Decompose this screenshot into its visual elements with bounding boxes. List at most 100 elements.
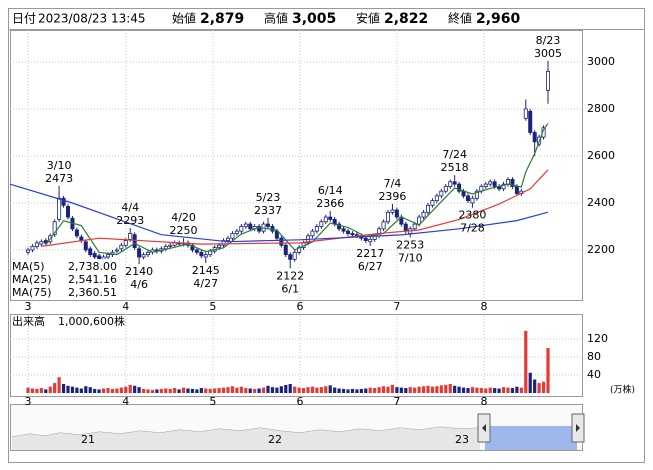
annotation-price: 2217	[356, 247, 384, 260]
candle-body	[279, 237, 284, 246]
volume-bar	[177, 389, 181, 393]
x-tick-label: 7	[393, 395, 400, 408]
legend-name: MA(5)	[12, 260, 45, 273]
volume-bar	[528, 372, 532, 393]
annotation-date: 6/27	[358, 260, 383, 273]
candle-body	[163, 246, 168, 250]
x-tick-label: 4	[122, 300, 129, 313]
volume-bar	[537, 383, 541, 393]
volume-bar	[386, 386, 390, 393]
volume-bar	[293, 386, 297, 393]
volume-bar	[470, 387, 475, 393]
volume-bar	[244, 388, 248, 393]
candle-body	[328, 216, 333, 220]
handle-arrow	[576, 424, 580, 432]
candle-body	[114, 249, 119, 252]
candle-body	[470, 197, 475, 204]
volume-bar	[141, 388, 146, 393]
candle-body	[172, 242, 177, 246]
y-tick-label: 2800	[587, 102, 615, 115]
volume-bar	[230, 386, 235, 393]
volume-bar	[66, 385, 70, 393]
candle-body	[217, 244, 222, 248]
candle-body	[439, 190, 444, 197]
annotation-date: 4/27	[193, 277, 218, 290]
ma-line	[10, 183, 549, 243]
candle-body	[421, 211, 426, 218]
y-tick-label: 2600	[587, 149, 615, 162]
volume-bar	[435, 386, 439, 393]
volume-bar	[350, 388, 355, 393]
candle-body	[319, 221, 324, 227]
navigator-selection[interactable]	[485, 426, 577, 450]
volume-bar	[439, 385, 443, 393]
legend-box	[11, 259, 119, 300]
legend-value: 2,360.51	[68, 286, 117, 299]
candle-body	[234, 230, 239, 234]
candle-body	[83, 241, 88, 251]
volume-bar	[213, 388, 217, 393]
y-tick-label: 2200	[587, 243, 615, 256]
volume-panel	[10, 314, 583, 397]
candle-body	[443, 186, 448, 192]
x-tick-label: 6	[297, 300, 304, 313]
annotation-price: 2253	[396, 238, 424, 251]
annotation-date: 7/28	[460, 222, 485, 235]
volume-bar	[61, 383, 66, 393]
volume-bar	[253, 388, 257, 393]
volume-bar	[501, 387, 506, 393]
candle-body	[123, 240, 128, 246]
volume-bar	[426, 385, 430, 393]
annotation-price: 2366	[316, 197, 344, 210]
candle-body	[452, 181, 457, 185]
candle-body	[132, 234, 137, 248]
volume-bar	[475, 387, 479, 393]
volume-bar	[75, 387, 79, 393]
annotation-price: 2473	[45, 172, 73, 185]
volume-bar	[195, 389, 199, 393]
volume-bar	[493, 388, 497, 393]
x-tick-label: 4	[122, 395, 129, 408]
volume-bar	[186, 388, 190, 393]
candle-body	[288, 254, 293, 260]
volume-bar	[457, 386, 461, 393]
annotation-price: 2293	[116, 214, 144, 227]
candle-body	[363, 237, 368, 241]
annotation-date: 7/24	[442, 148, 467, 161]
candle-body	[403, 223, 408, 232]
volume-bar	[119, 387, 123, 393]
volume-bar	[533, 379, 537, 393]
annotation-date: 4/4	[121, 201, 139, 214]
candle-body	[265, 223, 270, 227]
volume-bar	[279, 386, 283, 393]
volume-bar	[266, 385, 270, 393]
annotation-price: 2380	[458, 209, 486, 222]
volume-bar	[146, 389, 150, 393]
y-tick-label: 40	[587, 368, 601, 381]
annotation-price: 2122	[276, 269, 304, 282]
volume-bar	[359, 388, 363, 393]
handle-arrow	[482, 424, 486, 432]
volume-bar	[399, 387, 403, 393]
candle-body	[30, 246, 35, 251]
volume-bar	[217, 388, 221, 393]
volume-bar	[541, 381, 546, 393]
volume-bar	[413, 387, 417, 393]
volume-bar	[35, 388, 39, 393]
volume-bar	[164, 388, 168, 393]
volume-bar	[408, 387, 412, 393]
volume-bar	[506, 387, 510, 393]
candle-body	[474, 190, 479, 199]
candle-body	[248, 223, 253, 230]
x-tick-label: 7	[393, 300, 400, 313]
candle-body	[546, 70, 551, 91]
candle-body	[274, 230, 279, 239]
volume-bar	[315, 387, 319, 393]
candle-body	[168, 244, 173, 247]
volume-bar	[444, 384, 448, 393]
navigator-area	[12, 427, 480, 450]
header-value: 2,879	[200, 11, 244, 27]
volume-bar	[48, 386, 52, 393]
volume-bar	[204, 388, 208, 393]
candle-body	[488, 181, 493, 185]
